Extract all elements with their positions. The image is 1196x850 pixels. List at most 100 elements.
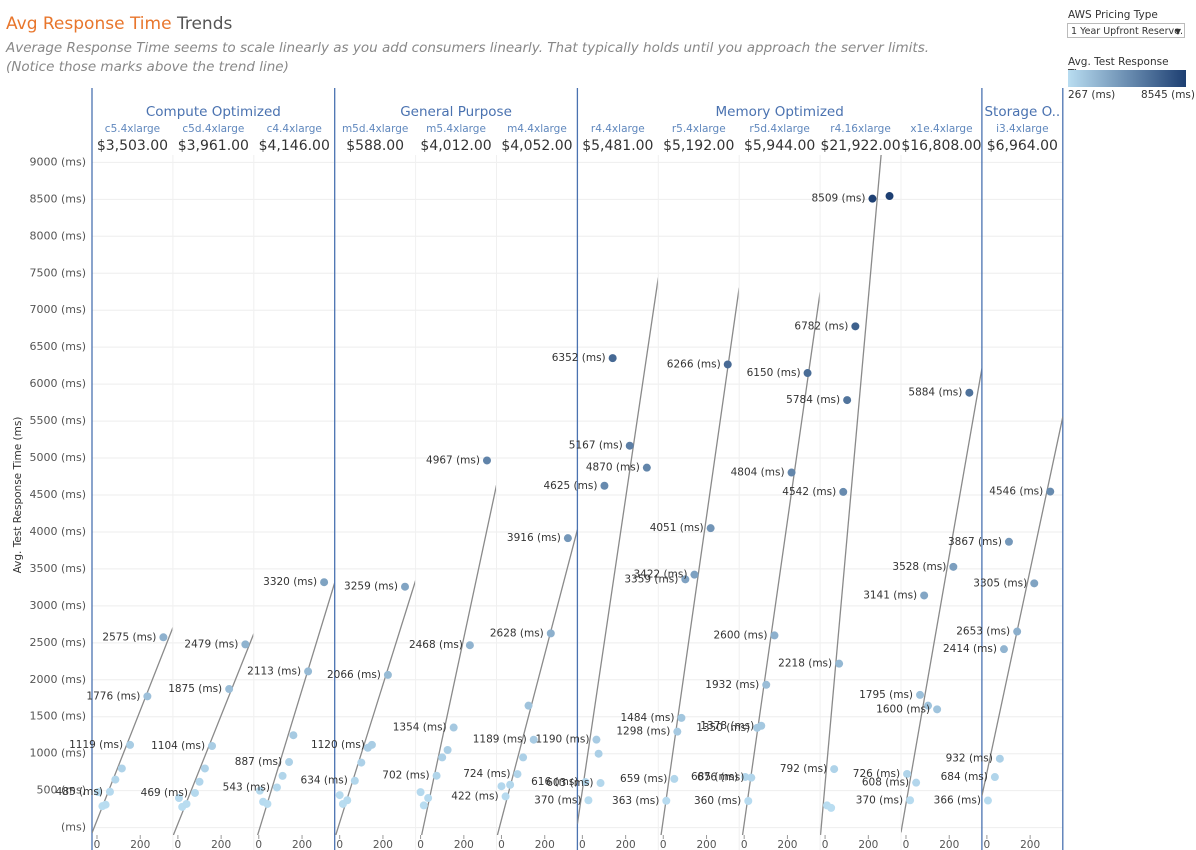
data-point [690, 570, 699, 579]
data-label: 1795 (ms) [859, 689, 913, 701]
x-tick-label: 200 [454, 839, 474, 850]
data-label: 4546 (ms) [989, 486, 1043, 498]
y-tick-label: 9000 (ms) [29, 155, 86, 168]
data-point [424, 794, 433, 803]
data-label: 1350 (ms) [696, 722, 750, 734]
data-point [912, 778, 921, 787]
data-label: 1776 (ms) [86, 690, 140, 702]
data-point [741, 772, 750, 781]
x-tick-label: 200 [211, 839, 231, 850]
data-label: 370 (ms) [856, 794, 903, 806]
data-label: 2575 (ms) [102, 631, 156, 643]
y-tick-label: 3000 (ms) [29, 599, 86, 612]
data-label: 360 (ms) [694, 795, 741, 807]
y-tick-label: 500 (ms) [36, 784, 86, 797]
price-header: $16,808.00 [901, 138, 981, 154]
data-point [839, 487, 848, 496]
data-point [159, 633, 168, 642]
data-point [843, 396, 852, 405]
x-tick-label: 0 [255, 839, 262, 850]
x-tick-label: 0 [94, 839, 101, 850]
data-label: 3916 (ms) [507, 532, 561, 544]
data-point [868, 194, 877, 203]
data-point [190, 788, 199, 797]
data-point [343, 796, 352, 805]
data-label: 1484 (ms) [620, 712, 674, 724]
data-label: 4625 (ms) [543, 480, 597, 492]
data-point [497, 782, 506, 791]
x-tick-label: 200 [130, 839, 150, 850]
price-header: $5,944.00 [744, 138, 815, 154]
trend-line [741, 292, 821, 835]
x-tick-label: 0 [822, 839, 829, 850]
trend-line [335, 580, 416, 835]
x-tick-label: 0 [336, 839, 343, 850]
data-point [94, 788, 103, 797]
data-point [350, 776, 359, 785]
data-label: 1298 (ms) [616, 726, 670, 738]
y-tick-label: (ms) [61, 821, 86, 834]
data-label: 684 (ms) [941, 771, 988, 783]
x-tick-label: 0 [579, 839, 586, 850]
data-point [357, 758, 366, 767]
data-point [278, 771, 287, 780]
data-point [465, 641, 474, 650]
data-label: 4542 (ms) [782, 486, 836, 498]
data-label: 1932 (ms) [705, 679, 759, 691]
data-point [673, 727, 682, 736]
data-label: 363 (ms) [612, 795, 659, 807]
data-point [443, 746, 452, 754]
price-header: $3,503.00 [97, 138, 168, 154]
trend-line [496, 529, 578, 835]
instance-header: r4.4xlarge [591, 123, 645, 135]
data-point [195, 777, 204, 786]
data-point [1046, 487, 1055, 496]
filter-value[interactable]: 1 Year Upfront Reserve... [1071, 26, 1185, 37]
data-point [320, 578, 329, 587]
data-point [592, 735, 601, 744]
price-header: $21,922.00 [820, 138, 900, 154]
data-label: 3305 (ms) [973, 577, 1027, 589]
data-label: 2414 (ms) [943, 643, 997, 655]
data-point [143, 692, 152, 701]
data-point [501, 792, 510, 801]
y-axis-title: Avg. Test Response Time (ms) [12, 417, 24, 574]
price-header: $4,146.00 [259, 138, 330, 154]
y-tick-label: 8500 (ms) [29, 192, 86, 205]
data-point [723, 360, 732, 369]
data-point [105, 787, 114, 796]
data-point [830, 765, 839, 774]
data-point [885, 192, 894, 201]
instance-header: m4.4xlarge [507, 123, 567, 135]
data-point [744, 797, 753, 805]
dropdown-arrow[interactable]: ▼ [1174, 27, 1181, 36]
data-label: 887 (ms) [235, 756, 282, 768]
trend-line [981, 416, 1063, 797]
data-label: 485 (ms) [56, 786, 103, 798]
data-point [949, 562, 958, 571]
group-header: General Purpose [400, 104, 512, 120]
data-label: 1190 (ms) [535, 734, 589, 746]
x-tick-label: 200 [535, 839, 555, 850]
x-tick-label: 200 [777, 839, 797, 850]
data-point [681, 575, 690, 584]
data-point [851, 322, 860, 331]
data-point [289, 731, 298, 740]
data-label: 366 (ms) [934, 795, 981, 807]
subtitle: (Notice those marks above the trend line… [6, 59, 289, 75]
price-header: $6,964.00 [987, 138, 1058, 154]
data-point [757, 721, 766, 730]
data-point [990, 773, 999, 782]
instance-header: i3.4xlarge [996, 123, 1048, 135]
instance-header: m5d.4xlarge [342, 123, 408, 135]
x-tick-label: 0 [498, 839, 505, 850]
instance-header: c5.4xlarge [105, 123, 160, 135]
instance-header: r4.16xlarge [830, 123, 891, 135]
data-label: 2628 (ms) [490, 627, 544, 639]
data-point [835, 659, 844, 668]
data-label: 1104 (ms) [151, 740, 205, 752]
data-point [999, 645, 1008, 654]
title: Avg Response Time Trends [6, 14, 232, 34]
filter-dropdown[interactable]: 1 Year Upfront Reserve... ▼ [1067, 23, 1185, 38]
